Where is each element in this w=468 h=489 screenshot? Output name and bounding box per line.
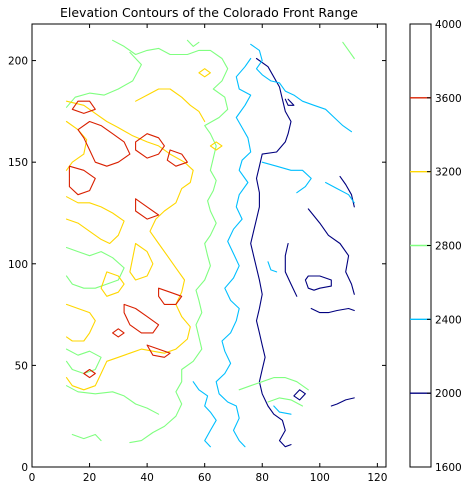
x-tick-label: 120: [367, 472, 387, 484]
contour-line-2400-5: [267, 261, 278, 273]
contour-line-3600-2: [166, 149, 188, 167]
contour-line-3600-7: [158, 287, 183, 305]
contour-line-2800-7: [267, 397, 304, 407]
contour-line-3600-8: [146, 344, 171, 358]
contour-lines: [65, 39, 355, 448]
contour-line-3600-6: [123, 303, 160, 334]
y-axis: 0 50 100 150 200: [8, 56, 386, 474]
x-tick-label: 60: [198, 472, 211, 484]
contour-line-2000-3: [304, 275, 332, 291]
contour-line-2800-5: [71, 433, 102, 442]
contour-line-2800-9: [342, 41, 355, 60]
plot-frame: [31, 23, 387, 468]
contour-line-2800-6: [238, 377, 309, 391]
contour-line-2000-2: [284, 242, 298, 297]
contour-line-3200-7: [198, 68, 211, 78]
contour-line-3200-8: [209, 141, 223, 151]
contour-line-2800-8: [186, 39, 200, 47]
contour-line-3600-9: [112, 328, 125, 338]
contour-line-2400-4: [325, 181, 355, 204]
contour-line-3600-3: [68, 165, 96, 196]
contour-line-3200-4: [65, 303, 96, 342]
colorbar-tick-label: 2400: [435, 314, 462, 326]
x-tick-label: 0: [29, 472, 36, 484]
contour-line-3600-0: [77, 120, 131, 167]
contour-line-2800-1: [65, 51, 142, 108]
contour-line-3600-4: [135, 198, 160, 220]
y-tick-label: 150: [8, 157, 28, 169]
colorbar-tick-label: 2000: [435, 388, 462, 400]
x-tick-label: 80: [256, 472, 269, 484]
contour-line-2800-0: [112, 39, 229, 444]
contour-line-3200-3: [65, 196, 125, 245]
plot-area: 0 20 40 60 80 100 120 0 50 100 150 200: [8, 23, 387, 484]
y-tick-label: 50: [15, 360, 28, 372]
contour-line-3200-0: [65, 100, 194, 391]
contour-line-2000-8: [284, 98, 295, 106]
colorbar-ticks: 1600 2000 2400 2800 3200 3600 4000: [427, 19, 462, 474]
contour-line-2400-2: [192, 381, 217, 448]
colorbar-tick-label: 3200: [435, 167, 462, 179]
contour-line-2400-6: [273, 405, 292, 415]
contour-line-2000-7: [293, 389, 306, 401]
contour-line-2800-3: [65, 348, 102, 375]
x-tick-label: 20: [83, 472, 96, 484]
x-axis: 0 20 40 60 80 100 120: [29, 24, 387, 484]
colorbar: 1600 2000 2400 2800 3200 3600 4000: [409, 19, 462, 474]
contour-line-2800-2: [65, 246, 125, 289]
contour-line-3600-1: [135, 133, 165, 159]
contour-line-2400-1: [215, 57, 252, 448]
colorbar-tick-label: 2800: [435, 241, 462, 253]
x-tick-label: 40: [140, 472, 153, 484]
contour-line-2000-1: [307, 208, 355, 295]
y-tick-label: 0: [21, 462, 28, 474]
x-tick-label: 100: [310, 472, 330, 484]
contour-line-3200-2: [135, 88, 206, 123]
colorbar-tick-label: 4000: [435, 19, 462, 31]
y-tick-label: 100: [8, 259, 28, 271]
contour-line-3600-5: [71, 100, 96, 114]
contour-line-3200-5: [100, 271, 125, 297]
y-tick-label: 200: [8, 56, 28, 68]
contour-line-3600-10: [83, 368, 96, 379]
contour-line-2400-3: [261, 161, 312, 194]
contour-line-2000-0: [250, 57, 292, 448]
chart-title: Elevation Contours of the Colorado Front…: [60, 5, 358, 20]
colorbar-tick-label: 3600: [435, 93, 462, 105]
contour-line-2000-6: [330, 397, 355, 407]
contour-line-3200-6: [129, 242, 154, 281]
contour-line-3200-1: [65, 120, 88, 171]
colorbar-tick-label: 1600: [435, 462, 462, 474]
contour-line-2000-5: [310, 307, 355, 314]
contour-line-2400-0: [250, 43, 353, 133]
contour-line-2800-4: [65, 385, 160, 415]
